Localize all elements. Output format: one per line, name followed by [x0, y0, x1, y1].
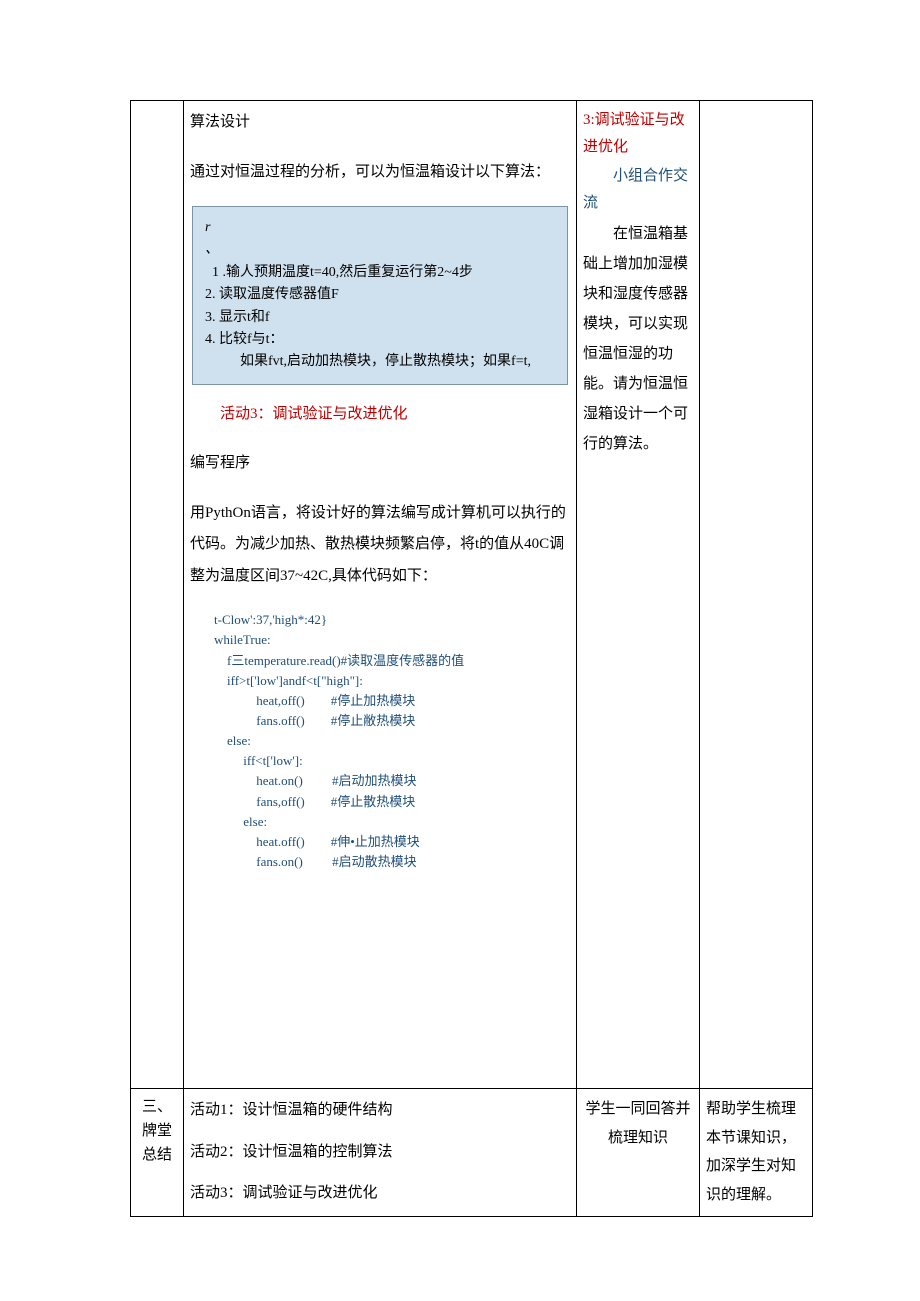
- summary-act2: 活动2：设计恒温箱的控制算法: [190, 1137, 570, 1169]
- code-intro: 用PythOn语言，将设计好的算法编写成计算机可以执行的代码。为减少加热、散热模…: [190, 498, 570, 593]
- code-title: 编写程序: [190, 448, 570, 480]
- code-line-12: heat.off() #伸•止加热模块: [214, 832, 570, 852]
- algo-step-4: 4. 比较f与t：: [205, 329, 555, 351]
- code-line-8: iff<t['low']:: [214, 751, 570, 771]
- code-line-7: else:: [214, 731, 570, 751]
- code-line-2: whileTrue:: [214, 630, 570, 650]
- code-line-1: t-Clow':37,'high*:42}: [214, 610, 570, 630]
- row1-bottom-spacer: [190, 872, 570, 1082]
- algo-intro: 通过对恒温过程的分析，可以为恒温箱设计以下算法：: [190, 157, 570, 189]
- algo-step-2: 2. 读取温度传感器值F: [205, 284, 555, 306]
- student-act3-ref: 3:调试验证与改进优化: [583, 107, 693, 161]
- algo-step-0b: 、: [205, 239, 555, 261]
- row1-student-cell: 3:调试验证与改进优化 小组合作交流 在恒温箱基础上增加加湿模块和湿度传感器模块…: [577, 101, 700, 1089]
- row2-main-cell: 活动1：设计恒温箱的硬件结构 活动2：设计恒温箱的控制算法 活动3：调试验证与改…: [184, 1089, 577, 1217]
- activity3-title: 活动3：调试验证与改进优化: [190, 399, 570, 431]
- code-line-9: heat.on() #启动加热模块: [214, 771, 570, 791]
- row-content: 算法设计 通过对恒温过程的分析，可以为恒温箱设计以下算法： r 、 1 .输人预…: [131, 101, 813, 1089]
- row2-student-cell: 学生一同回答并梳理知识: [577, 1089, 700, 1217]
- summary-act3: 活动3：调试验证与改进优化: [190, 1178, 570, 1210]
- algo-step-1: 1 .输人预期温度t=40,然后重复运行第2~4步: [205, 262, 555, 284]
- code-line-10: fans,off() #停止散热模块: [214, 792, 570, 812]
- student-groupwork: 小组合作交流: [583, 163, 693, 217]
- row1-note-cell: [700, 101, 813, 1089]
- row-summary: 三、牌堂总结 活动1：设计恒温箱的硬件结构 活动2：设计恒温箱的控制算法 活动3…: [131, 1089, 813, 1217]
- code-line-4: iff>t['low']andf<t["high"]:: [214, 671, 570, 691]
- algo-box: r 、 1 .输人预期温度t=40,然后重复运行第2~4步 2. 读取温度传感器…: [192, 206, 568, 385]
- code-line-11: else:: [214, 812, 570, 832]
- code-line-3: f三temperature.read()#读取温度传感器的值: [214, 651, 570, 671]
- row1-label-cell: [131, 101, 184, 1089]
- summary-act1: 活动1：设计恒温箱的硬件结构: [190, 1095, 570, 1127]
- code-line-13: fans.on() #启动散热模块: [214, 852, 570, 872]
- code-line-6: fans.off() #停止敝热模块: [214, 711, 570, 731]
- student-task-desc: 在恒温箱基础上增加加湿模块和湿度传感器模块，可以实现恒温恒湿的功能。请为恒温恒湿…: [583, 219, 693, 459]
- code-line-5: heat,off() #停止加热模块: [214, 691, 570, 711]
- algo-step-3: 3. 显示t和f: [205, 307, 555, 329]
- algo-step-4a: 如果fvt,启动加热模块，停止散热模块；如果f=t,: [240, 351, 555, 373]
- algo-title: 算法设计: [190, 107, 570, 139]
- row2-label-cell: 三、牌堂总结: [131, 1089, 184, 1217]
- algo-step-0a: r: [205, 217, 555, 239]
- row2-note-cell: 帮助学生梳理本节课知识，加深学生对知识的理解。: [700, 1089, 813, 1217]
- row1-main-cell: 算法设计 通过对恒温过程的分析，可以为恒温箱设计以下算法： r 、 1 .输人预…: [184, 101, 577, 1089]
- code-block: t-Clow':37,'high*:42} whileTrue: f三tempe…: [214, 610, 570, 872]
